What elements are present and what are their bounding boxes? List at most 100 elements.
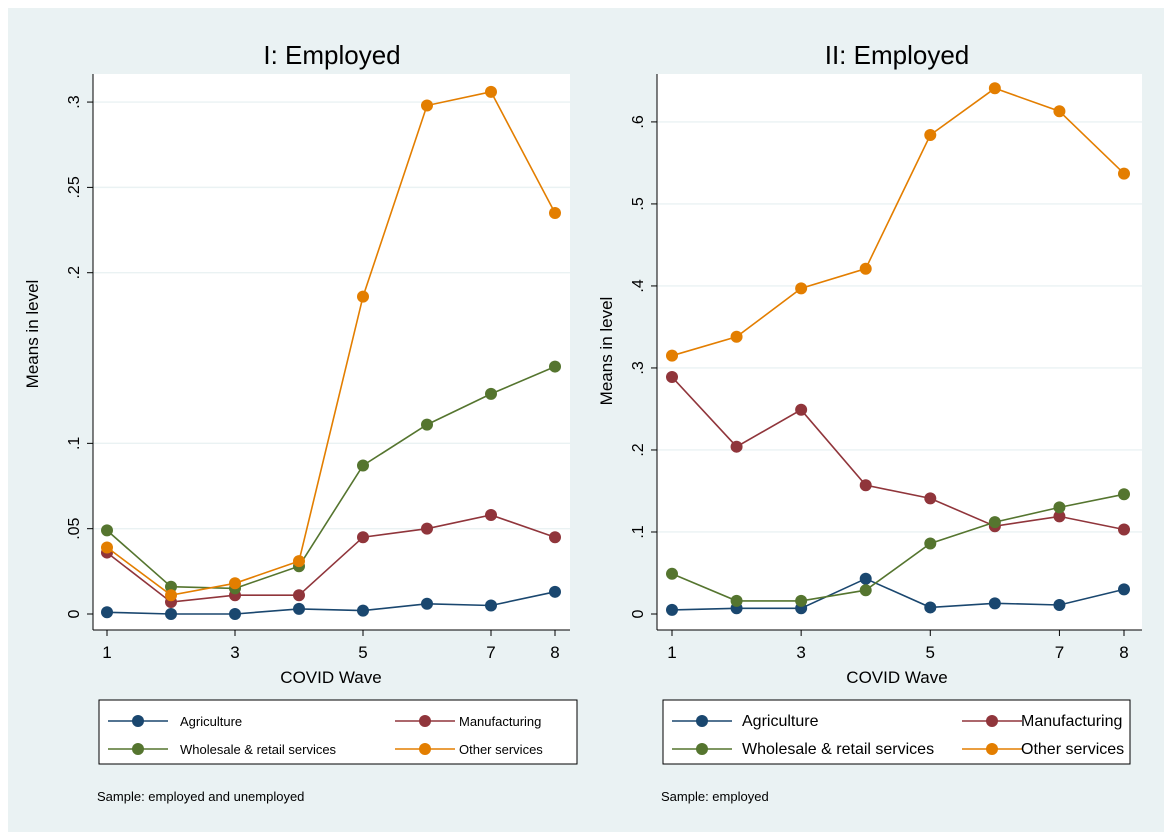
panel-2-legend-box bbox=[662, 699, 1131, 765]
panel-2-point-wholesale-retail-services bbox=[988, 516, 1001, 529]
panel-1-x-tick-label: 5 bbox=[358, 643, 367, 662]
panel-1-x-tick-label: 8 bbox=[550, 643, 559, 662]
panel-1-series bbox=[101, 85, 561, 620]
panel-2-legend-label-agriculture: Agriculture bbox=[742, 713, 819, 730]
panel-1-y-ticks: 0 .05 .1 .2 .25 .3 bbox=[66, 95, 93, 618]
panel-2-point-agriculture bbox=[1118, 583, 1130, 596]
panel-2-y-tick-label: .2 bbox=[630, 443, 647, 456]
panel-1-point-agriculture bbox=[357, 604, 369, 617]
panel-2-point-other-services bbox=[1118, 167, 1130, 180]
panel-1-y-tick-label: .3 bbox=[66, 95, 83, 108]
panel-2-sample-note: Sample: employed bbox=[661, 789, 769, 804]
panel-1-point-manufacturing bbox=[293, 589, 305, 602]
panel-2-point-manufacturing bbox=[666, 370, 678, 383]
panel-1-legend: Agriculture Manufacturing Wholesale & reta… bbox=[108, 714, 543, 757]
panel-2-title: II: Employed bbox=[825, 40, 970, 70]
panel-1-point-manufacturing bbox=[421, 522, 433, 535]
panel-2-series-line-other-services bbox=[671, 87, 1125, 357]
panel-2-point-other-services bbox=[859, 262, 872, 275]
panel-1-legend-marker-agriculture bbox=[132, 715, 144, 727]
panel-2-y-ticks: 0 .1 .2 .3 .4 .5 .6 bbox=[630, 115, 657, 618]
panel-2-x-tick-label: 1 bbox=[667, 643, 676, 662]
panel-1-point-other-services bbox=[229, 577, 241, 590]
panel-2-y-tick-label: .5 bbox=[630, 197, 647, 210]
panel-2-y-tick-label: 0 bbox=[630, 609, 647, 618]
panel-1-point-other-services bbox=[293, 555, 305, 568]
panel-1-point-manufacturing bbox=[357, 531, 369, 544]
panel-2-x-tick-label: 3 bbox=[796, 643, 805, 662]
panel-2-point-manufacturing bbox=[730, 440, 743, 453]
panel-1-point-agriculture bbox=[485, 599, 497, 612]
panel-2-legend-marker-agriculture bbox=[696, 715, 708, 727]
panel-2-point-wholesale-retail-services bbox=[795, 594, 808, 607]
panel-1-point-wholesale-retail-services bbox=[549, 360, 561, 373]
panel-1-point-agriculture bbox=[549, 585, 561, 598]
panel-1-legend-marker-manufacturing bbox=[419, 715, 431, 727]
panel-1-title: I: Employed bbox=[263, 40, 400, 70]
panel-2-point-manufacturing bbox=[795, 403, 808, 416]
panel-2-x-tick-label: 5 bbox=[926, 643, 935, 662]
panel-2-point-other-services bbox=[666, 349, 678, 362]
panel-2-y-tick-label: .4 bbox=[630, 279, 647, 292]
panel-1-x-tick-label: 7 bbox=[486, 643, 495, 662]
panel-1-point-other-services bbox=[485, 85, 497, 98]
panel-1-legend-label-agriculture: Agriculture bbox=[180, 714, 242, 729]
panel-2-point-other-services bbox=[1053, 105, 1066, 118]
panel-1-point-other-services bbox=[357, 290, 369, 303]
panel-2-legend-label-manufacturing: Manufacturing bbox=[1021, 713, 1122, 730]
panel-2-plot-area bbox=[657, 74, 1142, 630]
panel-2-y-tick-label: .1 bbox=[630, 525, 647, 538]
panel-1-y-tick-label: 0 bbox=[66, 609, 83, 618]
panel-2-series-line-manufacturing bbox=[671, 376, 1125, 531]
panel-2-point-manufacturing bbox=[924, 492, 937, 505]
panel-2-point-agriculture bbox=[666, 603, 678, 616]
panel-1-gridlines bbox=[93, 101, 570, 530]
panel-1-y-tick-label: .25 bbox=[66, 176, 83, 198]
panel-2-point-wholesale-retail-services bbox=[924, 537, 937, 550]
panel-1-point-manufacturing bbox=[485, 509, 497, 522]
panel-1-series-line-other-services bbox=[106, 90, 556, 597]
panel-2-series-line-wholesale-retail-services bbox=[671, 493, 1125, 602]
panel-1-point-agriculture bbox=[293, 602, 305, 615]
panel-1-point-wholesale-retail-services bbox=[421, 418, 433, 431]
panel-2-point-other-services bbox=[795, 282, 808, 295]
panel-2-x-tick-label: 8 bbox=[1119, 643, 1128, 662]
panel-2-point-other-services bbox=[730, 330, 743, 343]
panel-2-point-manufacturing bbox=[1053, 510, 1066, 523]
panel-2-y-tick-label: .3 bbox=[630, 361, 647, 374]
panel-2-point-manufacturing bbox=[859, 479, 872, 492]
panel-1-point-agriculture bbox=[101, 606, 113, 619]
panel-1-point-agriculture bbox=[165, 608, 177, 620]
panel-2-legend-label-wholesale-retail-services: Wholesale & retail services bbox=[742, 741, 934, 758]
panel-1: I: Employed 0 .05 .1 .2 .25 .3 1 3 5 7 8 COVID Wa… bbox=[23, 40, 578, 804]
panel-2-point-wholesale-retail-services bbox=[1053, 501, 1066, 514]
panel-2-point-manufacturing bbox=[1118, 523, 1130, 536]
panel-2-series-line-agriculture bbox=[671, 577, 1125, 611]
panel-1-y-axis-label: Means in level bbox=[23, 280, 42, 389]
panel-1-plot-area bbox=[93, 74, 570, 630]
panel-1-y-tick-label: .05 bbox=[66, 517, 83, 539]
panel-1-x-axis-label: COVID Wave bbox=[280, 668, 381, 687]
panel-1-point-other-services bbox=[421, 99, 433, 112]
panel-2-y-axis-label: Means in level bbox=[597, 297, 616, 406]
panel-1-y-tick-label: .1 bbox=[66, 437, 83, 450]
panel-2-x-ticks: 1 3 5 7 8 bbox=[667, 630, 1129, 662]
panel-1-x-ticks: 1 3 5 7 8 bbox=[102, 630, 560, 662]
panel-1-point-other-services bbox=[165, 589, 177, 602]
panel-1-point-other-services bbox=[549, 206, 561, 219]
panel-2-point-agriculture bbox=[924, 601, 937, 614]
panel-1-legend-box bbox=[98, 699, 578, 765]
panel-1-point-agriculture bbox=[421, 597, 433, 610]
panel-1-point-wholesale-retail-services bbox=[165, 580, 177, 593]
panel-1-x-tick-label: 3 bbox=[230, 643, 239, 662]
panel-2-legend-marker-manufacturing bbox=[986, 715, 998, 727]
panel-2-point-wholesale-retail-services bbox=[859, 584, 872, 597]
panel-2-point-other-services bbox=[924, 129, 937, 142]
panel-2-legend-marker-wholesale-retail-services bbox=[696, 743, 708, 755]
panel-1-y-tick-label: .2 bbox=[66, 266, 83, 279]
panel-1-point-wholesale-retail-services bbox=[101, 524, 113, 537]
panel-2-series bbox=[666, 82, 1130, 616]
panel-2-legend: Agriculture Manufacturing Wholesale & reta… bbox=[672, 713, 1124, 758]
panel-1-point-wholesale-retail-services bbox=[485, 387, 497, 400]
